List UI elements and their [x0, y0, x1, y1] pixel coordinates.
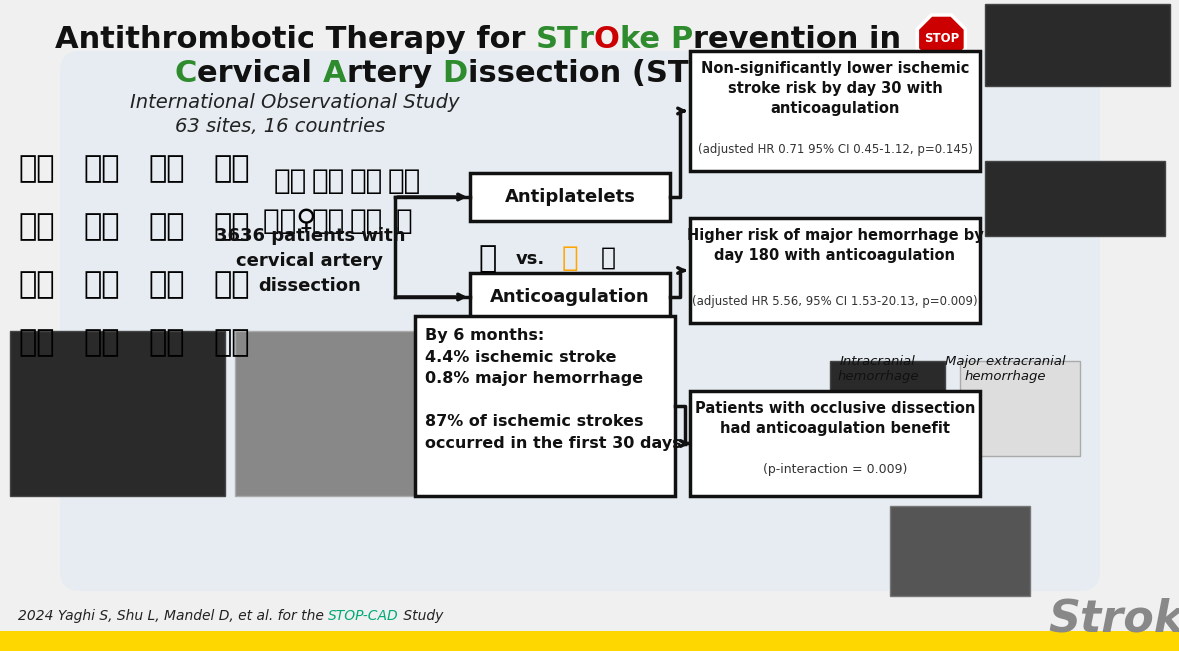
Text: revention in: revention in [692, 25, 911, 53]
Text: Antithrombotic Therapy for: Antithrombotic Therapy for [55, 25, 536, 53]
Text: STOP: STOP [924, 33, 959, 46]
Bar [470, 173, 670, 221]
Bar [690, 51, 980, 171]
Text: 🇮🇱: 🇮🇱 [213, 271, 250, 299]
Text: Major extracranial
hemorrhage: Major extracranial hemorrhage [944, 355, 1066, 383]
Bar [690, 218, 980, 323]
Text: 👩🏽: 👩🏽 [349, 207, 383, 235]
Text: P: P [671, 25, 692, 53]
Text: 3636 patients with
cervical artery
dissection: 3636 patients with cervical artery disse… [215, 227, 406, 295]
Bar [470, 273, 670, 321]
Text: 🇬🇷: 🇬🇷 [18, 271, 54, 299]
Text: 🇵🇹: 🇵🇹 [18, 212, 54, 242]
Text: (p-interaction = 0.009): (p-interaction = 0.009) [763, 463, 907, 476]
Bar [960, 361, 1080, 456]
Text: 🇺🇸: 🇺🇸 [18, 154, 54, 184]
Text: O: O [594, 25, 620, 53]
Text: 🧑🏽: 🧑🏽 [349, 167, 383, 195]
Text: 💊: 💊 [479, 245, 498, 273]
FancyBboxPatch shape [60, 51, 1100, 591]
Text: 👨🏿: 👨🏿 [274, 167, 307, 195]
Text: Patients with occlusive dissection
had anticoagulation benefit: Patients with occlusive dissection had a… [694, 401, 975, 436]
Text: 👱🏾‍♀️: 👱🏾‍♀️ [263, 207, 317, 235]
Text: 🇧🇷: 🇧🇷 [213, 154, 250, 184]
Text: (adjusted HR 5.56, 95% CI 1.53-20.13, p=0.009): (adjusted HR 5.56, 95% CI 1.53-20.13, p=… [692, 295, 977, 308]
Text: 💉: 💉 [600, 246, 615, 270]
Text: Anticoagulation: Anticoagulation [490, 288, 650, 306]
Text: ST: ST [536, 25, 579, 53]
Bar [235, 331, 415, 496]
Text: 63 sites, 16 countries: 63 sites, 16 countries [174, 117, 386, 135]
Text: 🇩🇪: 🇩🇪 [149, 271, 184, 299]
Text: A: A [323, 59, 347, 87]
Text: 🇪🇸: 🇪🇸 [213, 212, 250, 242]
Text: ervical: ervical [197, 59, 323, 87]
Text: Antiplatelets: Antiplatelets [505, 188, 635, 206]
Bar [984, 4, 1170, 86]
Text: D: D [442, 59, 468, 87]
Text: Study: Study [399, 609, 443, 623]
Text: rtery: rtery [347, 59, 442, 87]
Text: vs.: vs. [515, 250, 545, 268]
Bar [690, 391, 980, 496]
Text: 🇰🇪: 🇰🇪 [149, 329, 184, 357]
Bar [0, 631, 1179, 651]
Text: 👩🏿: 👩🏿 [311, 207, 344, 235]
Text: issection (STOP-CAD): issection (STOP-CAD) [468, 59, 834, 87]
Text: C: C [174, 59, 197, 87]
Text: By 6 months:
4.4% ischemic stroke
0.8% major hemorrhage

87% of ischemic strokes: By 6 months: 4.4% ischemic stroke 0.8% m… [424, 328, 681, 451]
Text: International Observational Study: International Observational Study [130, 94, 460, 113]
Text: 2024 Yaghi S, Shu L, Mandel D, et al. for the: 2024 Yaghi S, Shu L, Mandel D, et al. fo… [18, 609, 328, 623]
Text: (adjusted HR 0.71 95% CI 0.45-1.12, p=0.145): (adjusted HR 0.71 95% CI 0.45-1.12, p=0.… [698, 143, 973, 156]
Text: 💊: 💊 [561, 244, 579, 272]
Text: 👩🏽: 👩🏽 [311, 167, 344, 195]
Text: Stroke: Stroke [1048, 598, 1179, 641]
Bar [415, 316, 676, 496]
Text: STOP-CAD: STOP-CAD [328, 609, 399, 623]
Text: 🇨🇦: 🇨🇦 [83, 154, 119, 184]
Bar [9, 331, 225, 496]
Bar [984, 161, 1165, 236]
Text: Non-significantly lower ischemic
stroke risk by day 30 with
anticoagulation: Non-significantly lower ischemic stroke … [700, 61, 969, 116]
Text: ke: ke [620, 25, 671, 53]
Polygon shape [917, 15, 966, 63]
Text: Intracranial
hemorrhage: Intracranial hemorrhage [837, 355, 918, 383]
Text: 🇲🇽: 🇲🇽 [149, 154, 184, 184]
Text: 🇨🇳: 🇨🇳 [18, 329, 54, 357]
Text: 🇮🇹: 🇮🇹 [83, 212, 119, 242]
Text: 👧: 👧 [396, 207, 413, 235]
Text: 🇰🇷: 🇰🇷 [83, 329, 119, 357]
Bar [830, 361, 946, 456]
Text: 🇫🇷: 🇫🇷 [149, 212, 184, 242]
Text: 🇨🇭: 🇨🇭 [83, 271, 119, 299]
Text: 👨🏿: 👨🏿 [388, 167, 421, 195]
Bar [890, 506, 1030, 596]
Text: 🇮🇳: 🇮🇳 [213, 329, 250, 357]
Text: Higher risk of major hemorrhage by
day 180 with anticoagulation: Higher risk of major hemorrhage by day 1… [686, 228, 983, 263]
Text: r: r [579, 25, 594, 53]
